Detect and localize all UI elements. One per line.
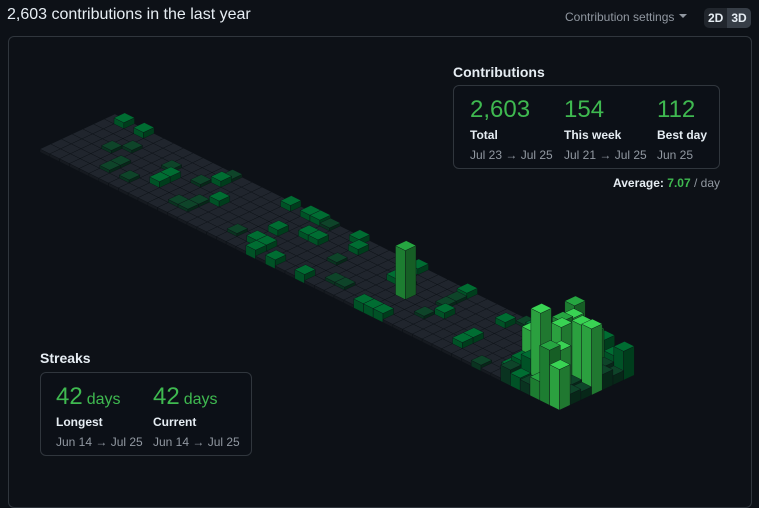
page-title: 2,603 contributions in the last year [7,6,251,23]
tile [133,122,155,133]
contributions-box: 2,603 Total Jul 23 → Jul 25 154 This wee… [453,85,720,169]
tile [307,229,330,241]
stat: 42 days Longest Jun 14 → Jul 25 [56,383,143,449]
tile [395,245,406,303]
stat-unit: days [86,391,121,408]
tile [294,264,316,275]
contribution-graph-3d [39,112,635,411]
tile [177,199,200,210]
tile [348,229,371,240]
page: 2,603 contributions in the last year Con… [0,0,759,493]
tile [334,277,356,288]
average: Average: 7.07 / day [613,176,720,190]
stat-range: Jun 25 [657,148,694,162]
tile [113,112,135,123]
average-unit: / day [693,176,720,190]
stat-unit: days [183,391,218,408]
tile [550,317,573,328]
tile [564,295,586,307]
tile [405,245,417,303]
stat-range: Jul 21 → Jul 25 [564,148,647,162]
tile [509,367,532,379]
tile [500,359,522,371]
section-title: Streaks [40,350,91,366]
tile [559,364,571,411]
tile [613,341,635,352]
tile [245,240,267,251]
tile [267,220,290,231]
tile [226,223,249,234]
tile [591,323,603,396]
streaks-box: 42 days Longest Jun 14 → Jul 25 42 days Cu… [40,372,252,456]
tile [210,171,233,182]
section-title: Contributions [453,64,545,80]
stat-label: This week [564,128,622,142]
tile [118,169,141,181]
tile [99,160,121,171]
tile [581,318,603,330]
tile [452,332,474,343]
toggle-3d[interactable]: 3D [727,8,751,28]
stat: 42 days Current Jun 14 → Jul 25 [153,383,240,449]
stat-value: 112 [657,96,696,123]
tile [372,303,395,314]
stat-label: Best day [657,128,708,142]
stat-range: Jun 14 → Jul 25 [56,435,143,449]
tile [190,174,212,185]
tile [530,303,552,314]
stat: 112 Best day Jun 25 [657,96,707,162]
tile [395,240,417,251]
average-value: 7.07 [667,176,691,190]
tile [280,195,302,206]
tile [539,345,550,406]
stat: 154 This week Jul 21 → Jul 25 [564,96,647,162]
tile [470,355,493,366]
stat-label: Total [470,128,498,142]
stat-label: Longest [56,415,103,429]
toggle-2d[interactable]: 2D [708,11,724,25]
tile [309,210,331,221]
tile [494,312,517,323]
stat-label: Current [153,415,197,429]
settings-menu[interactable]: Contribution settings [565,10,687,24]
tile [434,302,456,314]
view-toggle: 2D 3D [704,8,751,28]
tile [539,340,561,351]
stat-value: 2,603 [470,96,531,123]
tile [121,140,143,151]
stat: 2,603 Total Jul 23 → Jul 25 [470,96,553,162]
tile [623,345,635,381]
tile [549,364,560,411]
tile [456,283,478,294]
stat-range: Jun 14 → Jul 25 [153,435,240,449]
tile [413,306,436,317]
tile [264,249,287,261]
tile [549,359,571,370]
stat-range: Jul 23 → Jul 25 [470,148,553,162]
tile [326,252,348,263]
tile [208,190,231,202]
tile [149,171,171,182]
stat-value: 42 [153,383,180,410]
stat-value: 154 [564,96,605,123]
tile [101,140,123,151]
tile [319,217,341,229]
stat-value: 42 [56,383,83,410]
tile [347,239,370,250]
average-label: Average: [613,176,664,190]
